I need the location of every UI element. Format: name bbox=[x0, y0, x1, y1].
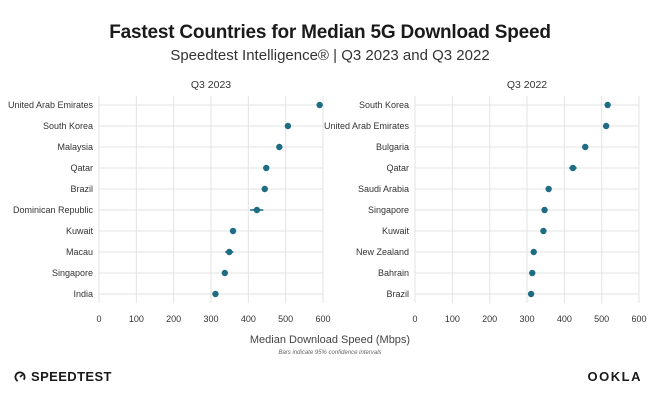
data-point bbox=[229, 227, 237, 235]
data-point bbox=[527, 290, 535, 298]
data-point bbox=[602, 122, 610, 130]
data-point bbox=[212, 290, 219, 298]
speedtest-wordmark: SPEEDTEST bbox=[31, 369, 112, 384]
category-label: Malaysia bbox=[57, 142, 93, 152]
category-label: Qatar bbox=[386, 163, 409, 173]
chart-subtitle: Speedtest Intelligence® | Q3 2023 and Q3… bbox=[170, 47, 490, 64]
data-point bbox=[540, 227, 547, 235]
data-point bbox=[284, 122, 292, 130]
x-tick-label: 0 bbox=[412, 314, 417, 324]
category-label: New Zealand bbox=[356, 247, 409, 257]
x-axis-label: Median Download Speed (Mbps) bbox=[249, 334, 411, 346]
data-point bbox=[530, 248, 537, 256]
x-tick-label: 300 bbox=[519, 314, 534, 324]
category-label: United Arab Emirates bbox=[324, 121, 410, 131]
data-point bbox=[226, 248, 233, 256]
data-point bbox=[316, 101, 323, 109]
category-label: Bulgaria bbox=[376, 142, 409, 152]
category-label: South Korea bbox=[359, 100, 409, 110]
x-tick-label: 600 bbox=[315, 314, 330, 324]
category-label: Saudi Arabia bbox=[358, 184, 409, 194]
data-point bbox=[529, 269, 536, 277]
category-label: Qatar bbox=[70, 163, 93, 173]
chart-title: Fastest Countries for Median 5G Download… bbox=[109, 22, 551, 43]
panel-title-q3-2022: Q3 2022 bbox=[507, 79, 547, 91]
category-label: Macau bbox=[66, 247, 93, 257]
x-tick-label: 400 bbox=[557, 314, 572, 324]
x-tick-label: 300 bbox=[203, 314, 218, 324]
category-label: Bahrain bbox=[378, 268, 409, 278]
x-tick-label: 400 bbox=[241, 314, 256, 324]
data-point bbox=[276, 143, 283, 151]
category-label: Singapore bbox=[368, 205, 409, 215]
ookla-logo: OOKLA bbox=[587, 369, 642, 384]
category-label: South Korea bbox=[43, 121, 93, 131]
panel-title-q3-2023: Q3 2023 bbox=[191, 79, 231, 91]
data-point bbox=[582, 143, 589, 151]
category-label: Brazil bbox=[386, 289, 409, 299]
x-tick-label: 100 bbox=[129, 314, 144, 324]
data-point bbox=[221, 269, 229, 277]
category-label: Kuwait bbox=[382, 226, 410, 236]
x-tick-label: 100 bbox=[445, 314, 460, 324]
category-label: Dominican Republic bbox=[13, 205, 94, 215]
data-point bbox=[263, 164, 270, 172]
category-label: Singapore bbox=[52, 268, 93, 278]
data-point bbox=[545, 185, 552, 193]
x-tick-label: 500 bbox=[278, 314, 293, 324]
data-point bbox=[569, 164, 577, 172]
x-tick-label: 200 bbox=[166, 314, 181, 324]
data-point bbox=[261, 185, 268, 193]
data-point bbox=[541, 206, 548, 214]
category-label: United Arab Emirates bbox=[8, 100, 94, 110]
speedtest-logo: SPEEDTEST bbox=[14, 369, 112, 384]
x-tick-label: 500 bbox=[594, 314, 609, 324]
category-label: India bbox=[73, 289, 93, 299]
data-point bbox=[253, 206, 261, 214]
speedtest-gauge-icon bbox=[14, 371, 26, 382]
x-tick-label: 0 bbox=[96, 314, 101, 324]
data-point bbox=[604, 101, 611, 109]
x-tick-label: 200 bbox=[482, 314, 497, 324]
confidence-note: Bars indicate 95% confidence intervals bbox=[278, 350, 382, 356]
x-tick-label: 600 bbox=[631, 314, 646, 324]
category-label: Kuwait bbox=[66, 226, 94, 236]
category-label: Brazil bbox=[70, 184, 93, 194]
